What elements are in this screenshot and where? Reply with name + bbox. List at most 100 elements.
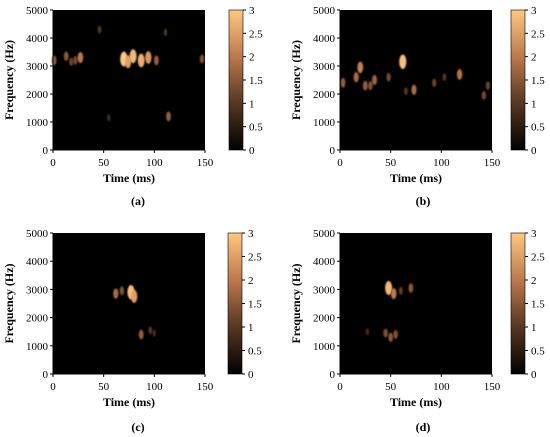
intensity-spot [163,28,168,37]
x-tick-label: 0 [50,157,56,169]
colorbar-tick-label: 3 [531,228,537,240]
intensity-spot [113,288,119,299]
intensity-spot [51,55,57,66]
intensity-spot [485,81,490,90]
y-tick-label: 3000 [26,284,49,296]
colorbar-tick-label: 2 [248,275,254,287]
x-axis-label: Time (ms) [390,171,442,185]
y-tick-label: 5000 [313,228,336,240]
spectrogram-panel: 0 50 100 150 0 1000 2000 3000 4000 5000 Time (ms) F… [289,5,545,208]
plot-area [340,10,492,150]
intensity-spot [145,51,152,64]
intensity-spot [166,111,171,122]
intensity-spot [77,52,84,64]
x-tick-label: 50 [385,381,397,393]
x-tick-label: 150 [484,381,501,393]
colorbar-tick-label: 1.5 [248,299,262,311]
colorbar [510,9,526,151]
colorbar-tick-label: 0 [249,145,255,157]
colorbar-tick-label: 2 [249,52,255,64]
y-axis-label: Frequency (Hz) [289,40,303,120]
intensity-spot [63,51,69,61]
colorbar-tick-label: 3 [531,5,537,17]
intensity-spot [129,49,137,64]
x-axis-label: Time (ms) [390,395,442,409]
panel-caption: (d) [416,420,431,434]
colorbar-tick-label: 3 [248,228,254,240]
intensity-spot [154,55,159,66]
x-tick-label: 50 [385,157,397,169]
intensity-spot [365,328,370,336]
y-tick-label: 5000 [26,228,49,240]
plot-area [53,10,205,150]
intensity-spot [368,81,373,91]
colorbar-tick-label: 2.5 [248,252,262,264]
colorbar-tick-label: 2.5 [531,28,545,40]
intensity-spot [69,57,74,66]
intensity-spot [124,55,132,69]
x-tick-label: 0 [337,157,343,169]
intensity-spot [137,53,145,68]
y-tick-label: 1000 [313,341,336,353]
y-tick-label: 5000 [313,5,336,17]
intensity-spot [404,87,408,95]
intensity-spot [390,288,397,300]
intensity-spot [411,84,417,96]
spectrogram-panel: 0 50 100 150 0 1000 2000 3000 4000 5000 Time (ms) F… [2,228,262,434]
colorbar [510,232,526,375]
intensity-spot [130,289,138,303]
intensity-spot [357,61,364,74]
x-tick-label: 100 [433,157,450,169]
y-axis-label: Frequency (Hz) [2,263,16,343]
colorbar-tick-label: 1.5 [531,299,545,311]
y-tick-label: 1000 [26,341,49,353]
y-tick-label: 4000 [313,33,336,45]
x-tick-label: 150 [484,157,501,169]
plot-area [53,233,205,374]
x-tick-label: 100 [146,381,163,393]
y-tick-label: 2000 [26,89,49,101]
x-tick-label: 150 [197,381,214,393]
spectrogram-panel: 0 50 100 150 0 1000 2000 3000 4000 5000 Time (ms) F… [2,5,263,208]
y-tick-label: 4000 [26,256,49,268]
intensity-spot [372,74,377,86]
colorbar-tick-label: 0.5 [531,346,545,358]
intensity-spot [442,73,447,81]
spectrogram-panel: 0 50 100 150 0 1000 2000 3000 4000 5000 Time (ms) F… [289,228,545,434]
intensity-spot [393,330,399,339]
intensity-spot [398,286,403,295]
intensity-spot [119,286,125,296]
y-tick-label: 0 [43,145,49,157]
panel-caption: (c) [131,420,144,434]
colorbar-tick-label: 0.5 [248,346,262,358]
colorbar-tick-label: 2.5 [249,28,263,40]
intensity-spot [107,114,111,122]
intensity-spot [97,25,102,34]
intensity-spot [456,69,463,80]
intensity-spot [399,54,407,69]
y-tick-label: 2000 [313,89,336,101]
colorbar-tick-label: 1 [249,98,255,110]
intensity-spot [408,283,414,293]
x-tick-label: 50 [98,157,110,169]
colorbar-tick-label: 2.5 [531,252,545,264]
intensity-spot [152,329,156,337]
y-tick-label: 0 [43,369,49,381]
colorbar-tick-label: 0.5 [531,122,545,134]
colorbar-tick-label: 0.5 [249,122,263,134]
x-axis-label: Time (ms) [103,171,155,185]
y-tick-label: 5000 [26,5,49,17]
intensity-spot [148,326,153,335]
intensity-spot [432,78,437,88]
x-tick-label: 50 [98,381,110,393]
colorbar-tick-label: 3 [249,5,255,17]
colorbar-tick-label: 2 [531,275,537,287]
y-tick-label: 3000 [313,61,336,73]
colorbar-tick-label: 1.5 [249,75,263,87]
colorbar-tick-label: 0 [531,145,537,157]
y-tick-label: 1000 [313,117,336,129]
intensity-spot [353,72,359,83]
x-tick-label: 100 [146,157,163,169]
y-tick-label: 0 [330,145,336,157]
